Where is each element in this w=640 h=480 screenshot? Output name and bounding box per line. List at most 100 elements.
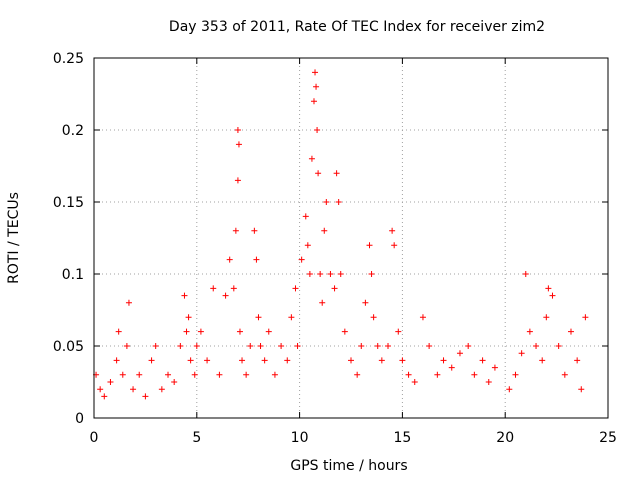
data-point	[533, 343, 540, 349]
data-point	[97, 386, 104, 393]
data-point	[234, 177, 241, 184]
data-point	[253, 256, 260, 263]
grid-lines	[94, 58, 608, 418]
x-axis-ticks: 0 5 10 15 20 25	[90, 58, 617, 446]
data-point	[101, 393, 108, 400]
data-point	[555, 343, 562, 349]
data-point	[171, 379, 178, 385]
data-point	[567, 328, 574, 335]
data-point	[235, 141, 242, 148]
data-point	[465, 343, 472, 349]
data-point	[222, 292, 229, 299]
data-point	[197, 328, 204, 335]
data-point	[255, 314, 262, 321]
data-point	[327, 271, 334, 277]
data-point	[522, 271, 529, 277]
data-point	[539, 357, 546, 364]
data-point	[331, 285, 338, 292]
y-axis-title: ROTI / TECUs	[6, 192, 22, 284]
x-tick-label: 5	[192, 430, 201, 446]
y-tick-label: 0.15	[53, 195, 84, 211]
data-point	[337, 271, 344, 277]
data-point	[142, 393, 149, 400]
data-point	[471, 371, 478, 378]
data-point	[148, 357, 155, 364]
data-point	[479, 357, 486, 364]
data-point	[323, 199, 330, 205]
x-tick-label: 10	[291, 430, 309, 446]
data-point	[434, 371, 441, 378]
y-tick-label: 0.1	[62, 267, 84, 283]
data-point	[107, 379, 114, 385]
x-axis-title: GPS time / hours	[290, 458, 407, 474]
data-point	[358, 343, 365, 349]
data-point	[232, 227, 239, 234]
data-point	[187, 357, 194, 364]
data-point	[181, 292, 188, 299]
data-point	[193, 343, 200, 349]
x-tick-label: 20	[496, 430, 514, 446]
y-tick-label: 0.2	[62, 123, 84, 139]
data-point	[354, 371, 361, 378]
data-point	[321, 227, 328, 234]
data-point	[385, 343, 392, 349]
x-tick-label: 0	[90, 430, 99, 446]
data-point	[512, 371, 519, 378]
data-point	[306, 271, 313, 277]
data-point	[123, 343, 130, 349]
data-point	[335, 199, 342, 205]
data-point	[185, 314, 192, 321]
data-point	[239, 357, 246, 364]
y-tick-label: 0	[75, 411, 84, 427]
data-points	[93, 69, 589, 400]
y-axis-ticks: 0 0.05 0.1 0.15 0.2 0.25	[53, 51, 608, 427]
data-point	[543, 314, 550, 321]
plot-frame	[93, 57, 609, 419]
data-point	[278, 343, 285, 349]
data-point	[374, 343, 381, 349]
data-point	[204, 357, 211, 364]
data-point	[506, 386, 513, 393]
data-point	[304, 242, 311, 249]
data-point	[491, 364, 498, 371]
y-tick-label: 0.05	[53, 339, 84, 355]
data-point	[549, 292, 556, 299]
data-point	[312, 69, 319, 76]
data-point	[261, 357, 268, 364]
data-point	[230, 285, 237, 292]
data-point	[448, 364, 455, 371]
data-point	[574, 357, 581, 364]
data-point	[298, 256, 305, 263]
data-point	[216, 371, 223, 378]
data-point	[119, 371, 126, 378]
data-point	[395, 328, 402, 335]
data-point	[271, 371, 278, 378]
data-point	[389, 227, 396, 234]
data-point	[391, 242, 398, 249]
data-point	[292, 285, 299, 292]
data-point	[158, 386, 165, 393]
data-point	[348, 357, 354, 364]
data-point	[113, 357, 120, 364]
data-point	[308, 155, 315, 162]
data-point	[315, 170, 322, 177]
data-point	[333, 170, 340, 177]
chart-title: Day 353 of 2011, Rate Of TEC Index for r…	[169, 19, 545, 35]
data-point	[314, 127, 321, 133]
data-point	[370, 314, 377, 321]
data-point	[125, 299, 132, 306]
data-point	[294, 343, 301, 349]
data-point	[518, 350, 525, 357]
data-point	[257, 343, 264, 349]
data-point	[226, 256, 233, 263]
data-point	[236, 328, 243, 335]
data-point	[419, 314, 426, 321]
data-point	[152, 343, 159, 349]
data-point	[136, 371, 143, 378]
x-tick-label: 25	[599, 430, 617, 446]
data-point	[302, 213, 309, 220]
data-point	[130, 386, 137, 393]
x-tick-label: 15	[393, 430, 411, 446]
data-point	[578, 386, 585, 393]
